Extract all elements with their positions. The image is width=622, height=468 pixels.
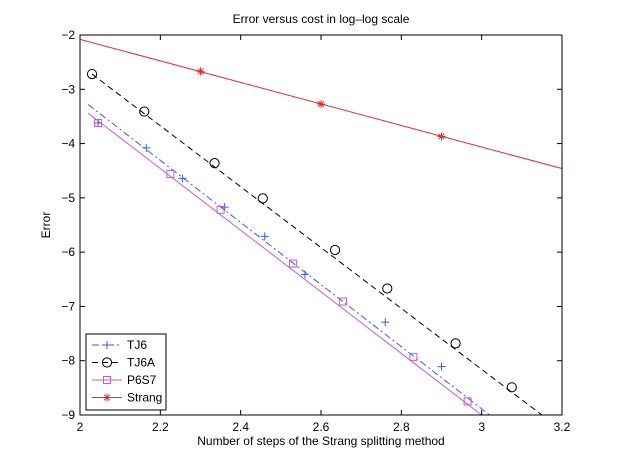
x-tick-label: 2.6 [313, 420, 330, 434]
data-point-strang [437, 132, 446, 141]
x-tick-label: 2 [77, 420, 84, 434]
data-point-p6s7 [216, 205, 225, 214]
data-point-tj6a [506, 382, 517, 393]
legend-label: TJ6A [127, 356, 155, 370]
x-tick-label: 2.8 [393, 420, 410, 434]
legend-label: TJ6 [127, 338, 147, 352]
series-line-tj6 [87, 104, 491, 415]
y-tick-label: −8 [61, 354, 75, 368]
y-tick-label: −7 [61, 299, 75, 313]
data-point-tj6 [142, 143, 151, 152]
data-point-p6s7 [166, 169, 175, 178]
legend-marker [101, 357, 113, 368]
data-point-tj6 [381, 318, 390, 327]
legend-marker [103, 376, 111, 384]
y-axis-title: Error [39, 212, 53, 239]
x-axis-title: Number of steps of the Strang splitting … [197, 434, 444, 448]
y-tick-label: −6 [61, 245, 75, 259]
data-point-tj6a [450, 338, 461, 349]
data-point-tj6a [329, 244, 341, 256]
y-tick-label: −3 [61, 82, 75, 96]
data-point-p6s7 [288, 259, 297, 268]
legend: TJ6 TJ6A P6S7 Strang [85, 333, 167, 411]
legend-marker [103, 341, 111, 349]
data-point-tj6 [437, 362, 446, 371]
x-tick-label: 2.2 [152, 420, 169, 434]
data-point-tj6 [300, 270, 309, 279]
marker-layer [86, 67, 517, 406]
legend-marker [103, 393, 111, 402]
legend-label: Strang [127, 391, 162, 405]
data-point-p6s7 [409, 352, 418, 361]
x-tick-label: 3.2 [554, 420, 571, 434]
series-layer [80, 38, 562, 415]
series-line-tj6a [91, 73, 543, 415]
x-tick-label: 3 [478, 420, 485, 434]
data-point-tj6a [382, 283, 393, 294]
data-point-tj6a [139, 106, 150, 117]
legend-label: P6S7 [127, 373, 157, 387]
data-point-tj6a [86, 68, 98, 80]
series-line-p6s7 [87, 112, 482, 415]
y-tick-label: −5 [61, 191, 75, 205]
data-point-strang [196, 67, 205, 76]
data-point-tj6 [220, 203, 229, 212]
chart-title: Error versus cost in log–log scale [233, 12, 410, 26]
y-tick-label: −2 [61, 28, 75, 42]
y-tick-label: −9 [61, 408, 75, 422]
data-point-p6s7 [339, 297, 348, 306]
data-point-tj6 [94, 118, 103, 127]
data-point-strang [317, 99, 325, 108]
y-tick-label: −4 [61, 137, 75, 151]
data-point-p6s7 [94, 118, 103, 127]
y-axis: −9 −8 −7 −6 −5 −4 −3 −2 [61, 28, 562, 422]
data-point-tj6 [178, 174, 187, 183]
x-axis: 2 2.2 2.4 2.6 2.8 3 3.2 [77, 35, 571, 434]
data-point-tj6a [257, 193, 268, 204]
data-point-p6s7 [463, 397, 472, 406]
data-point-tj6 [260, 232, 269, 241]
data-point-tj6a [209, 158, 220, 169]
x-tick-label: 2.4 [232, 420, 249, 434]
